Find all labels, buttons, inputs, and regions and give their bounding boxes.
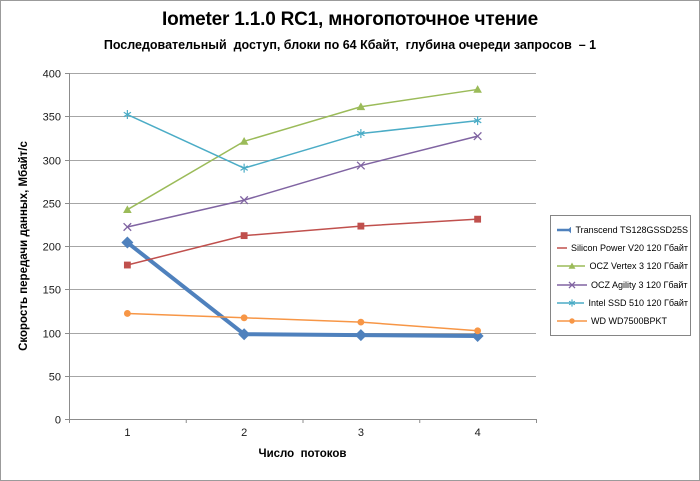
legend-item-0: Transcend TS128GSSD25S [557,224,688,236]
y-tick-label: 0 [55,415,61,427]
triangle-marker [473,85,482,93]
x-marker [356,161,366,170]
legend-label: WD WD7500BPKT [591,315,668,326]
x-marker [568,281,576,289]
y-tick-label: 300 [43,156,61,168]
circle-marker [357,318,365,326]
legend-swatch [557,226,572,234]
diamond-marker [567,226,572,234]
legend-swatch [557,318,587,324]
asterisk-marker [240,163,249,173]
axis-ticks [65,73,69,420]
y-tick-label: 200 [43,242,61,254]
asterisk-marker [356,129,365,139]
x-tick-labels: 1 2 3 4 [124,427,480,439]
legend-item-3: OCZ Agility 3 120 Гбайт [557,279,688,291]
legend-label: OCZ Vertex 3 120 Гбайт [589,261,688,272]
asterisk-marker [473,116,482,126]
series-circle [123,310,482,335]
legend-label: Silicon Power V20 120 Гбайт [570,243,688,254]
x-marker [123,222,132,232]
triangle-marker [568,262,576,270]
legend-label: Transcend TS128GSSD25S [575,225,688,236]
diamond-marker [471,329,484,342]
diamond-marker [121,236,134,249]
chart-title: Iometer 1.1.0 RC1, многопоточное чтение [161,9,538,30]
x-tick-label: 2 [241,427,247,439]
square-marker [474,215,482,223]
x-tick-label: 4 [475,427,481,439]
x-tick-label: 1 [124,427,130,439]
triangle-marker [123,205,132,214]
series-line [127,113,478,169]
circle-marker [123,310,131,317]
x-axis-title: Число потоков [258,448,347,460]
series-triangle [123,85,482,214]
circle-marker [474,327,482,335]
x-marker [239,195,249,205]
x-tick-label: 3 [358,427,364,439]
legend-label: OCZ Agility 3 120 Гбайт [591,279,688,290]
legend-swatch [557,247,567,249]
series-line [126,88,478,211]
asterisk-marker [123,110,132,120]
diamond-marker [238,328,251,341]
diamond-marker [354,329,367,342]
series-diamond [121,236,484,342]
series-line [127,218,478,266]
y-tick-label: 100 [43,329,61,341]
legend-item-5: WD WD7500BPKT [557,315,688,327]
legend-item-2: OCZ Vertex 3 120 Гбайт [557,260,688,272]
circle-marker [240,314,248,322]
y-tick-label: 400 [43,69,61,81]
legend-swatch [557,281,587,289]
legend-label: Intel SSD 510 120 Гбайт [588,297,688,308]
series-x [123,131,482,232]
series-line [127,312,478,332]
square-marker [123,261,131,269]
series-line [127,135,478,228]
legend-swatch [557,299,585,307]
square-marker [357,222,365,230]
circle-marker [569,318,575,324]
y-tick-labels: 0 50 100 150 200 250 300 350 400 [43,69,61,427]
series-square [123,215,482,269]
series-asterisk [123,110,482,173]
chart-subtitle: Последовательный доступ, блоки по 64 Кба… [103,38,597,52]
y-tick-label: 350 [43,112,61,124]
y-tick-label: 150 [43,285,61,297]
legend-swatch [557,262,586,270]
y-tick-label: 50 [49,372,61,384]
triangle-marker [239,137,249,145]
square-marker [240,232,248,240]
x-marker [473,131,482,141]
legend: Transcend TS128GSSD25S Silicon Power V20 … [550,215,691,336]
triangle-marker [356,102,366,111]
legend-item-4: Intel SSD 510 120 Гбайт [557,297,688,309]
y-tick-label: 250 [43,199,61,211]
legend-item-1: Silicon Power V20 120 Гбайт [557,242,688,254]
axes [69,73,537,423]
series-line [126,240,478,338]
asterisk-marker [568,299,576,307]
